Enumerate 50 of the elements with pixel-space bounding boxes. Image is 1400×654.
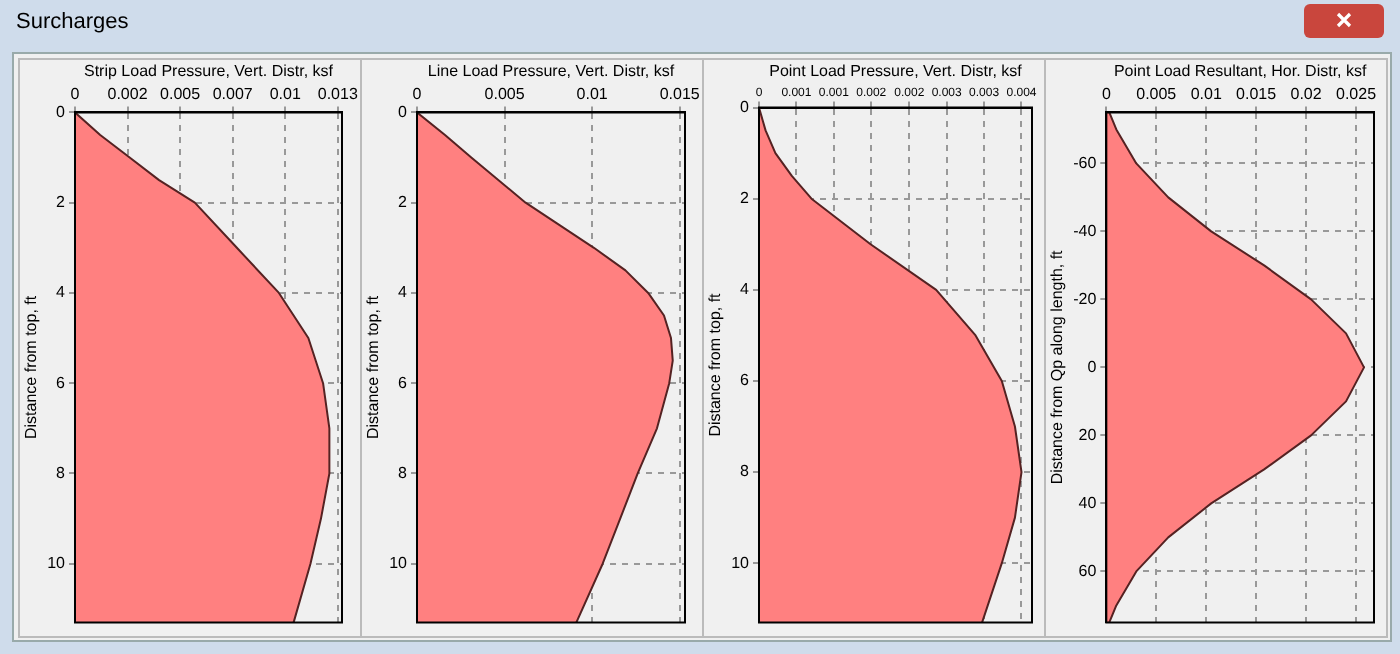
y-axis-title: Distance from top, ft (706, 291, 725, 437)
y-tick-label: -20 (1073, 289, 1098, 308)
y-tick-label: 0 (1087, 357, 1098, 376)
text: Surcharges (16, 10, 129, 34)
y-tick-label: 8 (398, 463, 409, 482)
x-tick-label: 0.007 (212, 85, 254, 104)
y-tick-label: 2 (398, 193, 409, 212)
x-tick-label: 0 (412, 85, 423, 104)
x-tick-label: 0.002 (107, 85, 149, 104)
y-tick-label: 40 (1078, 493, 1098, 512)
y-tick-label: 10 (389, 554, 409, 573)
x-tick-label: 0.015 (659, 85, 701, 104)
y-tick-label: 20 (1078, 425, 1098, 444)
x-tick-label: 0.01 (1190, 85, 1223, 104)
x-tick-label: 0.005 (160, 85, 202, 104)
y-tick-label: 4 (56, 283, 67, 302)
y-tick-label: 0 (56, 102, 67, 121)
y-tick-label: -40 (1073, 221, 1098, 240)
y-tick-label: 6 (56, 373, 67, 392)
x-tick-label: 0.02 (1290, 85, 1323, 104)
y-tick-label: -60 (1073, 153, 1098, 172)
y-tick-label: 4 (740, 280, 751, 299)
x-tick-label: 0.013 (317, 85, 359, 104)
x-axis-title: Line Load Pressure, Vert. Distr, ksf (427, 62, 676, 81)
y-tick-label: 6 (740, 371, 751, 390)
y-tick-label: 0 (740, 98, 751, 117)
x-tick-label: 0.005 (1136, 85, 1178, 104)
y-tick-label: 10 (731, 553, 751, 572)
x-axis-title: Strip Load Pressure, Vert. Distr, ksf (84, 62, 335, 81)
y-tick-label: 0 (398, 102, 409, 121)
x-axis-title: Point Load Pressure, Vert. Distr, ksf (769, 62, 1024, 81)
y-axis-title: Distance from top, ft (364, 294, 383, 439)
y-axis-title: Distance from top, ft (22, 294, 41, 439)
x-tick-label: 0.005 (484, 85, 526, 104)
x-axis-title: Point Load Resultant, Hor. Distr, ksf (1113, 62, 1368, 81)
x-tick-label: 0.015 (1236, 85, 1278, 104)
x-tick-label: 0.01 (269, 85, 302, 104)
y-axis-title: Distance from Qp along length, ft (1048, 248, 1067, 485)
x-tick-label: 0 (1101, 85, 1112, 104)
x-tick-label: 0.025 (1335, 85, 1378, 104)
y-tick-label: 2 (740, 189, 751, 208)
x-tick-label: 0.01 (576, 85, 609, 104)
y-tick-label: 8 (740, 462, 751, 481)
y-tick-label: 10 (47, 554, 67, 573)
y-tick-label: 60 (1078, 561, 1098, 580)
y-tick-label: 6 (398, 373, 409, 392)
y-tick-label: 8 (56, 463, 67, 482)
y-tick-label: 2 (56, 193, 67, 212)
x-tick-label: 0 (70, 85, 81, 104)
y-tick-label: 4 (398, 283, 409, 302)
